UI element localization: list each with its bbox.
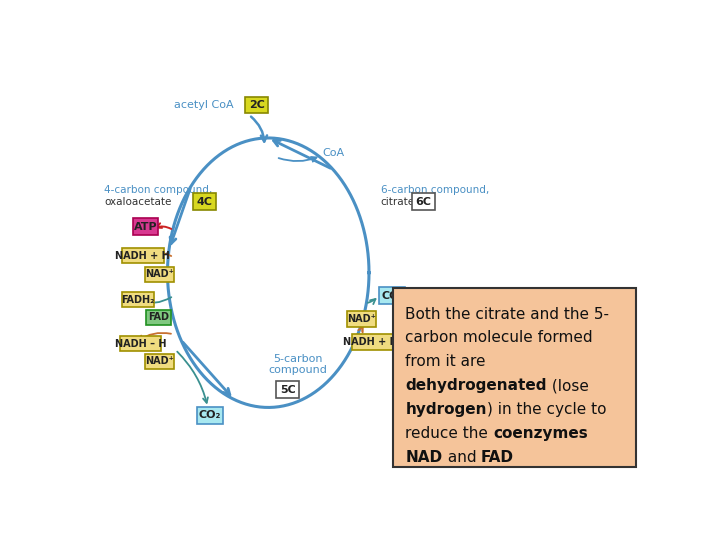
- FancyBboxPatch shape: [122, 248, 163, 264]
- Text: CO₂: CO₂: [381, 291, 403, 301]
- Text: ⁺: ⁺: [163, 251, 168, 260]
- Text: 2C: 2C: [248, 100, 264, 110]
- Text: (lose: (lose: [547, 378, 589, 393]
- FancyBboxPatch shape: [352, 334, 394, 350]
- FancyBboxPatch shape: [393, 288, 636, 467]
- Text: acetyl CoA: acetyl CoA: [174, 100, 233, 110]
- FancyBboxPatch shape: [276, 381, 300, 398]
- Text: 6C: 6C: [415, 197, 431, 207]
- Text: compound: compound: [269, 366, 327, 375]
- Text: hydrogen: hydrogen: [405, 402, 487, 417]
- FancyBboxPatch shape: [197, 407, 223, 423]
- FancyBboxPatch shape: [145, 354, 174, 369]
- Text: NAD⁺: NAD⁺: [347, 314, 376, 324]
- Text: NADH + H: NADH + H: [115, 251, 170, 261]
- Text: citrate: citrate: [381, 197, 415, 207]
- Text: NAD⁺: NAD⁺: [145, 356, 174, 366]
- FancyBboxPatch shape: [193, 193, 216, 211]
- FancyBboxPatch shape: [145, 267, 174, 282]
- FancyBboxPatch shape: [122, 292, 154, 307]
- FancyBboxPatch shape: [245, 97, 269, 112]
- Text: FADH₂: FADH₂: [122, 295, 155, 305]
- Text: Both the citrate and the 5-: Both the citrate and the 5-: [405, 307, 609, 322]
- Text: reduce the: reduce the: [405, 426, 493, 441]
- Text: ATP: ATP: [134, 221, 158, 232]
- Text: oxaloacetate: oxaloacetate: [104, 197, 171, 207]
- Text: CoA: CoA: [323, 148, 345, 158]
- Text: from it are: from it are: [405, 354, 486, 369]
- Text: ) in the cycle to: ) in the cycle to: [487, 402, 606, 417]
- FancyBboxPatch shape: [346, 311, 376, 327]
- Text: 4C: 4C: [197, 197, 212, 207]
- Text: FAD: FAD: [148, 312, 168, 322]
- Text: 4-carbon compound,: 4-carbon compound,: [104, 185, 212, 194]
- FancyBboxPatch shape: [412, 193, 435, 211]
- Text: FAD: FAD: [481, 450, 514, 465]
- Text: 6-carbon compound,: 6-carbon compound,: [381, 185, 489, 194]
- Text: NADH + H⁺: NADH + H⁺: [343, 337, 403, 347]
- Text: and: and: [443, 450, 481, 465]
- Text: 5C: 5C: [280, 384, 295, 395]
- FancyBboxPatch shape: [120, 336, 161, 351]
- Text: 5-carbon: 5-carbon: [273, 354, 323, 364]
- Text: coenzymes: coenzymes: [493, 426, 588, 441]
- Text: NAD⁺: NAD⁺: [145, 269, 174, 279]
- Text: NADH – H: NADH – H: [114, 339, 166, 348]
- FancyBboxPatch shape: [145, 309, 171, 325]
- Text: carbon molecule formed: carbon molecule formed: [405, 330, 593, 346]
- Text: CO₂: CO₂: [199, 410, 221, 420]
- Text: dehydrogenated: dehydrogenated: [405, 378, 547, 393]
- FancyBboxPatch shape: [133, 218, 158, 235]
- FancyBboxPatch shape: [379, 287, 405, 304]
- Text: NAD: NAD: [405, 450, 443, 465]
